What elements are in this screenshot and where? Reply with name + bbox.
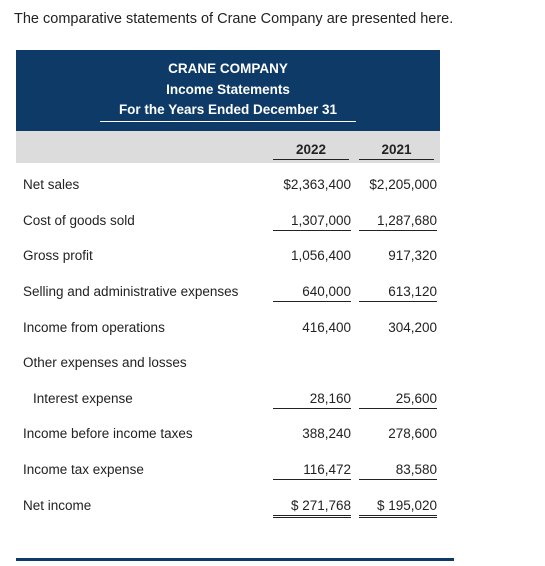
row-income-from-operations: Income from operations 416,400 304,200 — [16, 318, 440, 340]
value-2022: 116,472 — [273, 462, 351, 480]
column-header-2021: 2021 — [359, 142, 434, 160]
company-name: CRANE COMPANY — [168, 61, 288, 76]
row-label: Net sales — [23, 177, 80, 192]
value-2022: 388,240 — [302, 426, 351, 441]
row-gross-profit: Gross profit 1,056,400 917,320 — [16, 246, 440, 268]
column-header-2022: 2022 — [273, 142, 349, 160]
value-2021: $ 195,020 — [359, 498, 437, 518]
row-cost-of-goods-sold: Cost of goods sold 1,307,000 1,287,680 — [16, 211, 440, 233]
row-label: Cost of goods sold — [23, 213, 135, 228]
value-2022: 640,000 — [273, 284, 351, 302]
row-label: Gross profit — [23, 248, 93, 263]
row-label: Income tax expense — [23, 462, 144, 477]
income-statement: CRANE COMPANY Income Statements For the … — [16, 50, 440, 518]
value-2022: $ 271,768 — [273, 498, 351, 518]
row-label: Income from operations — [23, 320, 165, 335]
header-rule — [100, 121, 356, 122]
value-2022: 416,400 — [302, 320, 351, 335]
row-label: Interest expense — [33, 391, 133, 406]
value-2022: 1,056,400 — [290, 248, 351, 263]
statement-header: CRANE COMPANY Income Statements For the … — [16, 50, 440, 131]
value-2021: 917,320 — [388, 248, 437, 263]
value-2021: 83,580 — [359, 462, 437, 480]
value-2021: 278,600 — [388, 426, 437, 441]
bottom-divider — [16, 558, 454, 561]
value-2021: $2,205,000 — [369, 177, 437, 192]
statement-title: Income Statements — [166, 82, 290, 97]
value-2021: 1,287,680 — [359, 213, 437, 231]
row-net-income: Net income $ 271,768 $ 195,020 — [16, 496, 440, 518]
row-label: Other expenses and losses — [23, 355, 187, 370]
row-label: Net income — [23, 498, 92, 513]
value-2022: 1,307,000 — [273, 213, 351, 231]
row-income-tax-expense: Income tax expense 116,472 83,580 — [16, 460, 440, 482]
row-net-sales: Net sales $2,363,400 $2,205,000 — [16, 175, 440, 197]
value-2021: 304,200 — [388, 320, 437, 335]
row-label: Income before income taxes — [23, 426, 193, 441]
value-2022: 28,160 — [273, 391, 351, 409]
row-income-before-taxes: Income before income taxes 388,240 278,6… — [16, 424, 440, 446]
intro-text: The comparative statements of Crane Comp… — [14, 11, 454, 27]
row-label: Selling and administrative expenses — [23, 284, 239, 299]
row-other-expenses-losses: Other expenses and losses — [16, 353, 440, 375]
value-2021: 25,600 — [359, 391, 437, 409]
statement-period: For the Years Ended December 31 — [118, 102, 338, 117]
row-interest-expense: Interest expense 28,160 25,600 — [16, 389, 440, 411]
value-2021: 613,120 — [359, 284, 437, 302]
column-header-band: 2022 2021 — [16, 131, 440, 163]
value-2022: $2,363,400 — [283, 177, 351, 192]
row-selling-admin-expenses: Selling and administrative expenses 640,… — [16, 282, 440, 304]
